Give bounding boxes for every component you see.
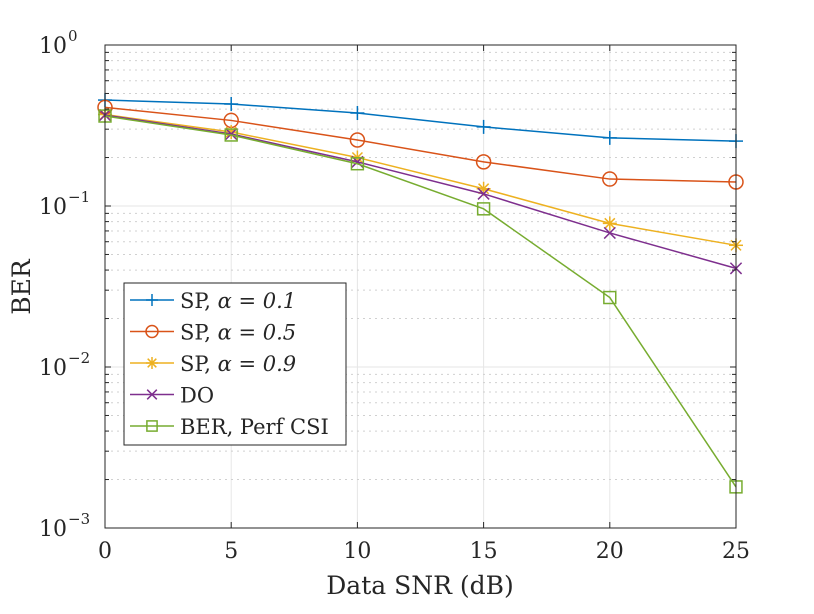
legend-label: BER, Perf CSI [180,415,329,439]
y-axis-label: BER [7,258,36,315]
x-tick-label: 10 [343,539,371,564]
y-tick-base: 10 [39,356,67,381]
x-tick-label: 0 [98,539,112,564]
square-marker [603,290,617,305]
plus-marker [602,130,617,145]
series-line [104,115,737,488]
x-axis-label: Data SNR (dB) [326,571,514,600]
x-tick-label: 15 [470,539,498,564]
circle-marker [475,154,492,170]
legend-label: SP, α = 0.9 [180,352,296,376]
legend: SP, α = 0.1SP, α = 0.5SP, α = 0.9DOBER, … [123,282,347,446]
square-marker [476,202,491,216]
x-tick-label: 5 [224,539,238,564]
x-tick-label: 25 [722,539,750,564]
y-tick-base: 10 [39,195,67,220]
legend-item: SP, α = 0.1 [130,289,296,313]
legend-label-text: DO [180,384,214,408]
square-marker [224,128,238,142]
y-tick-exponent: −3 [68,510,90,528]
plus-marker [224,97,239,112]
asterisk-marker [146,357,158,369]
series-line [104,114,737,270]
legend-box [123,282,347,446]
x-marker [146,389,158,400]
x-marker [477,187,490,200]
legend-label: SP, α = 0.1 [180,289,296,313]
plus-marker [476,119,491,134]
square-marker [146,420,158,432]
legend-label-math: α = 0.1 [218,289,297,313]
y-tick-exponent: 0 [68,27,78,45]
y-tick-label: 10 −1 [39,188,90,220]
legend-item: SP, α = 0.5 [130,321,296,345]
x-marker [603,226,616,240]
y-tick-label: 10 0 [39,27,78,59]
y-tick-exponent: −2 [68,349,90,367]
legend-label: DO [180,384,214,408]
y-tick-exponent: −1 [68,188,90,206]
circle-marker [349,132,366,148]
plus-marker [146,294,158,306]
legend-item: BER, Perf CSI [130,415,329,439]
ticks [104,45,737,529]
circle-marker [602,171,618,187]
circle-marker [145,324,159,339]
legend-item: SP, α = 0.9 [130,352,296,376]
plus-marker [350,106,365,121]
legend-label-text: BER, Perf CSI [180,415,329,439]
axes-box [104,44,737,529]
y-tick-base: 10 [39,34,67,59]
series-line [104,106,737,183]
legend-label-math: α = 0.9 [218,352,297,376]
series-line [104,113,737,247]
asterisk-marker [602,216,617,231]
legend-label-math: α = 0.5 [218,321,297,345]
x-marker [225,127,238,141]
legend-label: SP, α = 0.5 [180,321,296,345]
legend-label-text: SP, [180,321,218,345]
y-tick-base: 10 [39,517,67,542]
y-tick-label: 10 −3 [39,510,90,542]
x-tick-label: 20 [596,539,624,564]
legend-item: DO [130,384,214,408]
asterisk-marker [224,125,239,140]
series-line [104,99,737,142]
square-marker [350,157,365,171]
x-tick-labels: 0 5 10 15 20 25 [98,539,750,564]
legend-label-text: SP, [180,352,218,376]
legend-label-text: SP, [180,289,218,313]
y-tick-label: 10 −2 [39,349,90,381]
